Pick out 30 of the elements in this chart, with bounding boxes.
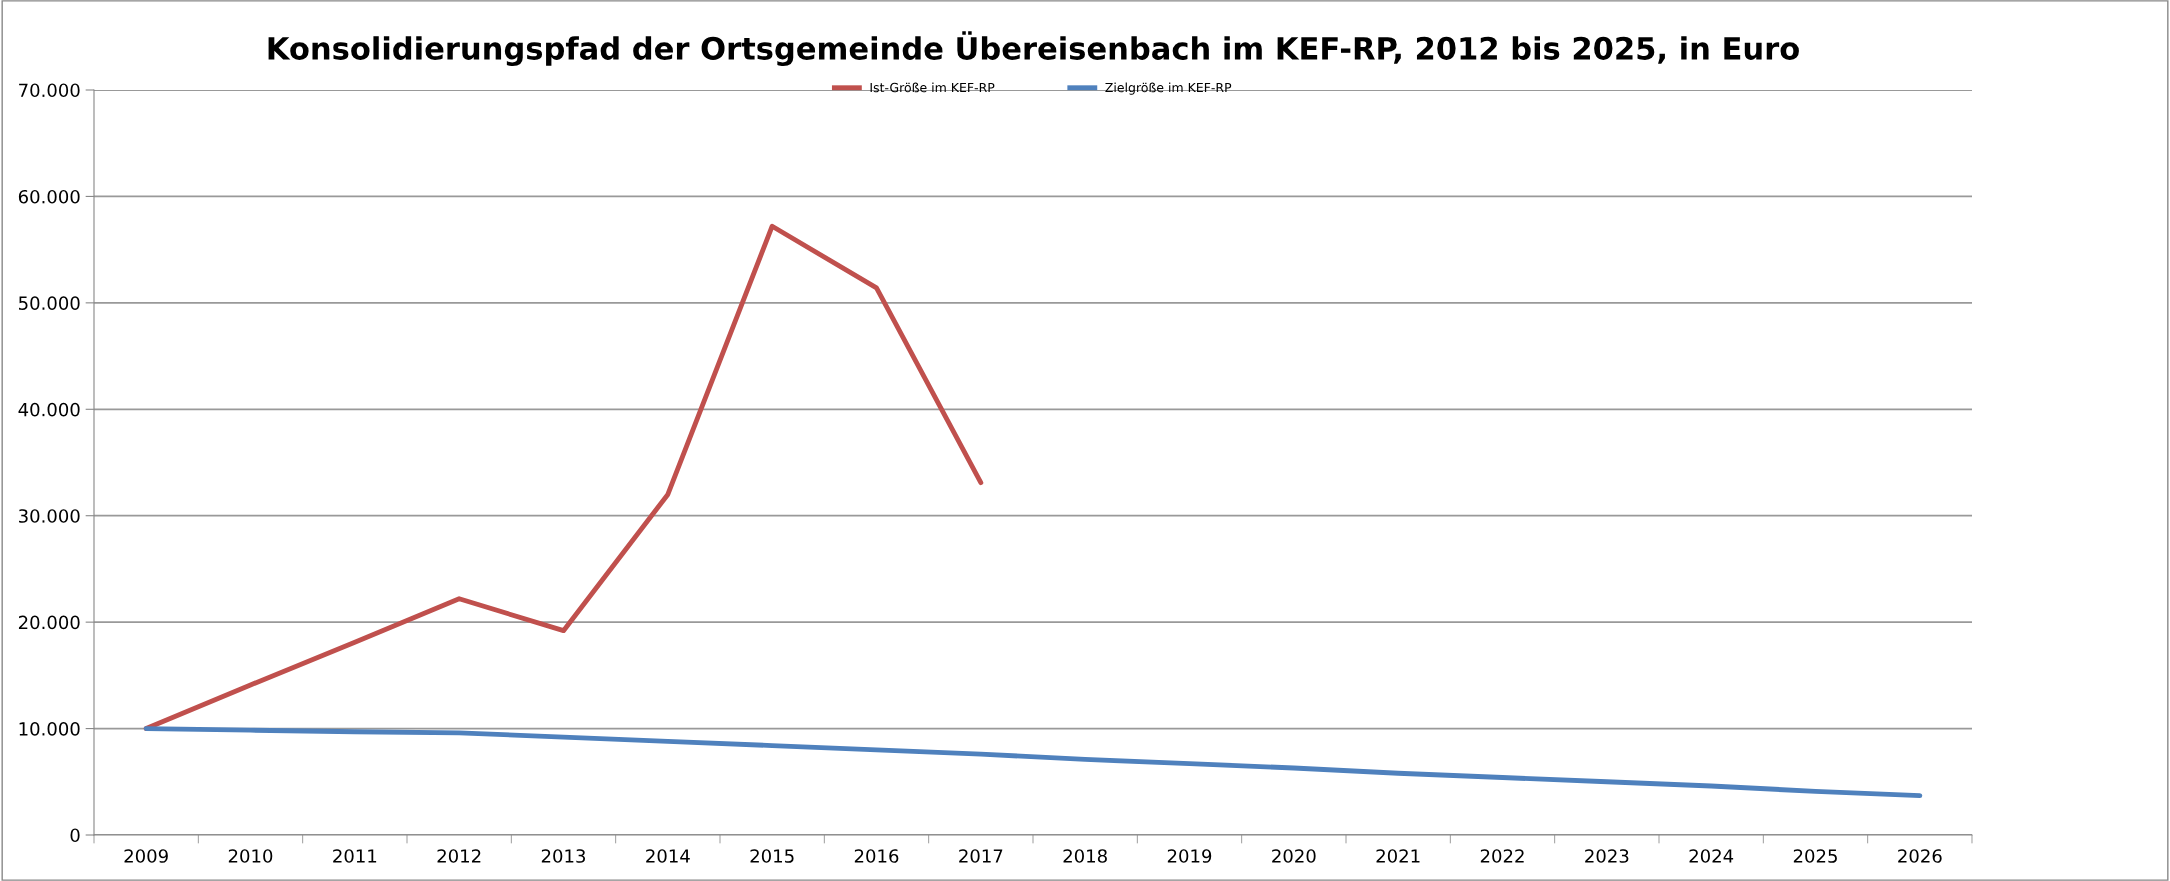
line-series: [143, 726, 1923, 799]
x-tick-label: 2014: [646, 849, 690, 863]
x-tick-label: 2012: [437, 849, 481, 863]
legend-label: Zielgröße im KEF-RP: [1105, 82, 1232, 95]
x-tick-label: 2022: [1480, 849, 1524, 863]
x-tick-label: 2026: [1898, 849, 1942, 863]
x-tick-label: 2019: [1167, 849, 1212, 863]
x-tick-label: 2010: [228, 849, 273, 863]
x-tick-label: 2013: [541, 849, 586, 863]
x-tick-label: 2025: [1793, 849, 1837, 863]
x-tick-label: 2017: [959, 849, 1003, 863]
x-tick-label: 2016: [854, 849, 899, 863]
legend-label: Ist-Größe im KEF-RP: [870, 82, 995, 93]
y-tick-label: 60.000: [18, 189, 80, 204]
x-tick-label: 2009: [124, 849, 168, 863]
x-tick-label: 2018: [1063, 849, 1107, 863]
y-tick-label: 40.000: [18, 402, 80, 417]
x-tick-label: 2023: [1585, 849, 1629, 863]
y-tick-label: 50.000: [19, 296, 80, 310]
x-tick-label: 2024: [1689, 849, 1734, 863]
x-tick-label: 2015: [750, 849, 794, 863]
y-tick-label: 10.000: [19, 722, 80, 736]
y-tick-label: 30.000: [19, 509, 80, 523]
y-tick-label: 70.000: [19, 83, 80, 98]
chart-title: Konsolidierungspfad der Ortsgemeinde Übereisenbach im KEF-RP, 2012 bis 2025, in Euro: [268, 31, 1799, 67]
y-tick-label: 0: [70, 828, 80, 843]
y-tick-label: 20.000: [18, 615, 80, 630]
x-tick-label: 2021: [1376, 849, 1420, 863]
x-tick-label: 2020: [1272, 849, 1316, 863]
x-tick-label: 2011: [333, 849, 377, 863]
